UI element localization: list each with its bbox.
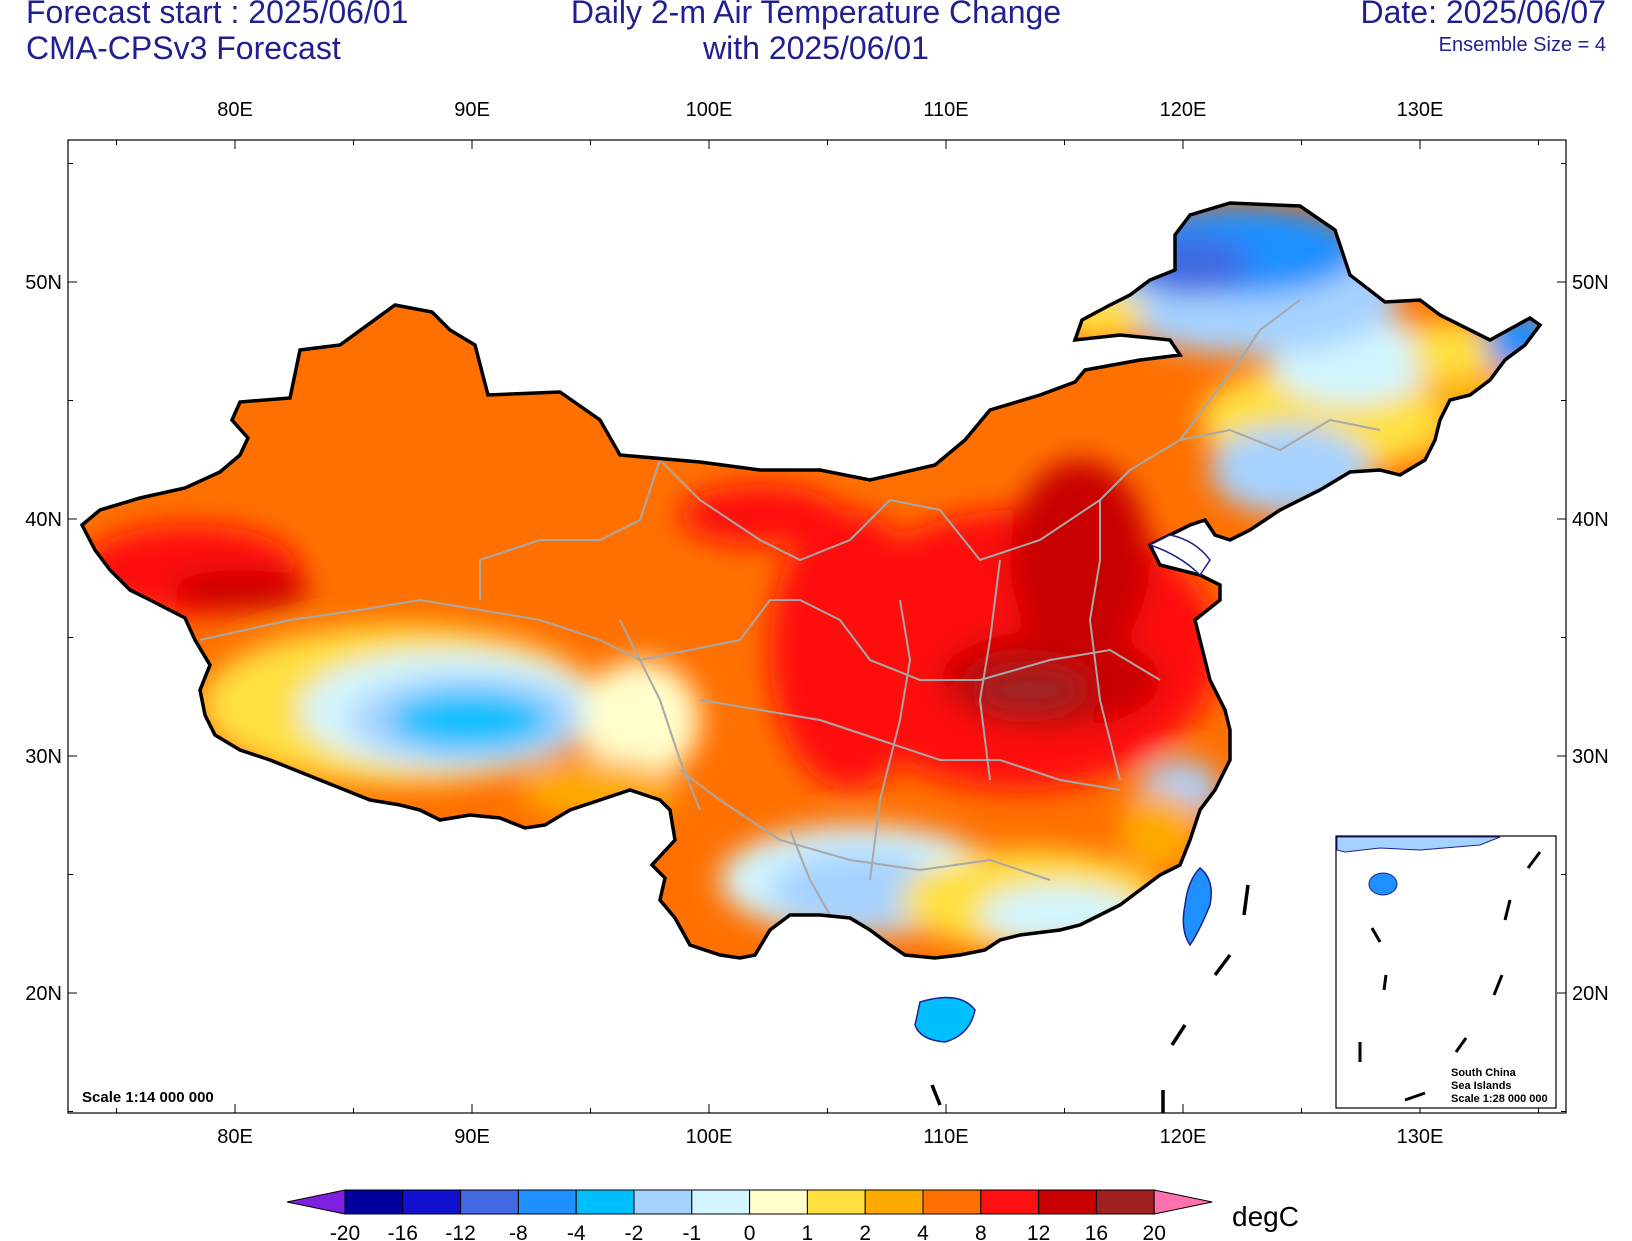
colorbar-bin — [691, 1189, 751, 1215]
colorbar — [286, 1189, 1213, 1215]
colorbar-label: -16 — [388, 1222, 418, 1241]
lon-label-top: 90E — [454, 99, 490, 121]
lat-label-left: 50N — [25, 272, 62, 294]
colorbar-bin — [633, 1189, 693, 1215]
colorbar-labels: -20 -16 -12 -8 -4 -2 -1 0 1 2 4 8 12 16 20 — [330, 1222, 1166, 1241]
colorbar-label: 20 — [1143, 1222, 1166, 1241]
colorbar-bin — [575, 1189, 635, 1215]
maritime-dash-line — [930, 884, 1250, 1113]
title-line-1: Daily 2-m Air Temperature Change — [570, 0, 1062, 30]
colorbar-bin — [402, 1189, 462, 1215]
lon-label-bottom: 90E — [454, 1126, 490, 1148]
lon-label-bottom: 110E — [923, 1126, 968, 1148]
colorbar-label: 0 — [744, 1222, 756, 1241]
south-china-sea-inset: South China Sea Islands Scale 1:28 000 0… — [1335, 835, 1557, 1109]
lon-label-top: 130E — [1397, 99, 1444, 121]
colorbar-bin — [922, 1189, 982, 1215]
inset-scale: Scale 1:28 000 000 — [1451, 1093, 1548, 1105]
lat-label-left: 20N — [25, 983, 62, 1005]
colorbar-bin — [864, 1189, 924, 1215]
taiwan-island — [1182, 866, 1212, 947]
colorbar-bin — [344, 1189, 404, 1215]
model-label: CMA-CPSv3 Forecast — [26, 30, 341, 66]
colorbar-label: 12 — [1027, 1222, 1050, 1241]
title-line-2: with 2025/06/01 — [703, 30, 929, 66]
colorbar-label: 2 — [859, 1222, 871, 1241]
lon-label-bottom: 80E — [217, 1126, 253, 1148]
colorbar-bin — [1095, 1189, 1155, 1215]
colorbar-bin — [1038, 1189, 1097, 1215]
colorbar-label: 1 — [802, 1222, 814, 1241]
province-boundaries — [199, 299, 1381, 916]
lat-label-left: 40N — [25, 509, 62, 531]
ensemble-size-label: Ensemble Size = 4 — [1438, 34, 1606, 56]
lat-label-left: 30N — [25, 746, 62, 768]
colorbar-label: -12 — [445, 1222, 475, 1241]
colorbar-label: -8 — [509, 1222, 528, 1241]
colorbar-label: -4 — [567, 1222, 586, 1241]
lon-label-top: 80E — [217, 99, 253, 121]
lon-label-top: 110E — [923, 99, 968, 121]
forecast-start-label: Forecast start : 2025/06/01 — [26, 0, 409, 30]
lon-label-bottom: 100E — [686, 1126, 733, 1148]
colorbar-unit: degC — [1232, 1201, 1299, 1232]
lon-label-top: 120E — [1160, 99, 1207, 121]
lon-label-bottom: 130E — [1397, 1126, 1444, 1148]
colorbar-bin — [460, 1189, 519, 1215]
colorbar-bin — [517, 1189, 577, 1215]
lat-label-right: 20N — [1572, 983, 1609, 1005]
colorbar-bin — [980, 1189, 1040, 1215]
colorbar-min-arrow — [286, 1189, 346, 1215]
colorbar-label: 8 — [975, 1222, 987, 1241]
inset-title: South China — [1451, 1067, 1517, 1079]
valid-date-label: Date: 2025/06/07 — [1360, 0, 1606, 30]
latitude-labels: 50N 50N 40N 40N 30N 30N 20N 20N — [25, 272, 1608, 1005]
bohai-sea — [1148, 534, 1211, 577]
lon-label-bottom: 120E — [1160, 1126, 1207, 1148]
lat-label-right: 50N — [1572, 272, 1609, 294]
colorbar-max-arrow — [1153, 1189, 1213, 1215]
map-scale-label: Scale 1:14 000 000 — [82, 1089, 214, 1106]
colorbar-label: -1 — [682, 1222, 701, 1241]
inset-subtitle: Sea Islands — [1451, 1080, 1512, 1092]
lon-label-top: 100E — [686, 99, 733, 121]
colorbar-bin — [749, 1189, 808, 1215]
colorbar-bin — [806, 1189, 866, 1215]
hainan-island — [914, 996, 976, 1043]
colorbar-label: 4 — [917, 1222, 929, 1241]
colorbar-label: 16 — [1085, 1222, 1108, 1241]
lat-label-right: 40N — [1572, 509, 1609, 531]
colorbar-label: -20 — [330, 1222, 360, 1241]
longitude-labels: 80E 80E 90E 90E 100E 100E 110E 110E 120E 120E 130E… — [217, 99, 1443, 1148]
colorbar-label: -2 — [625, 1222, 644, 1241]
lat-label-right: 30N — [1572, 746, 1609, 768]
